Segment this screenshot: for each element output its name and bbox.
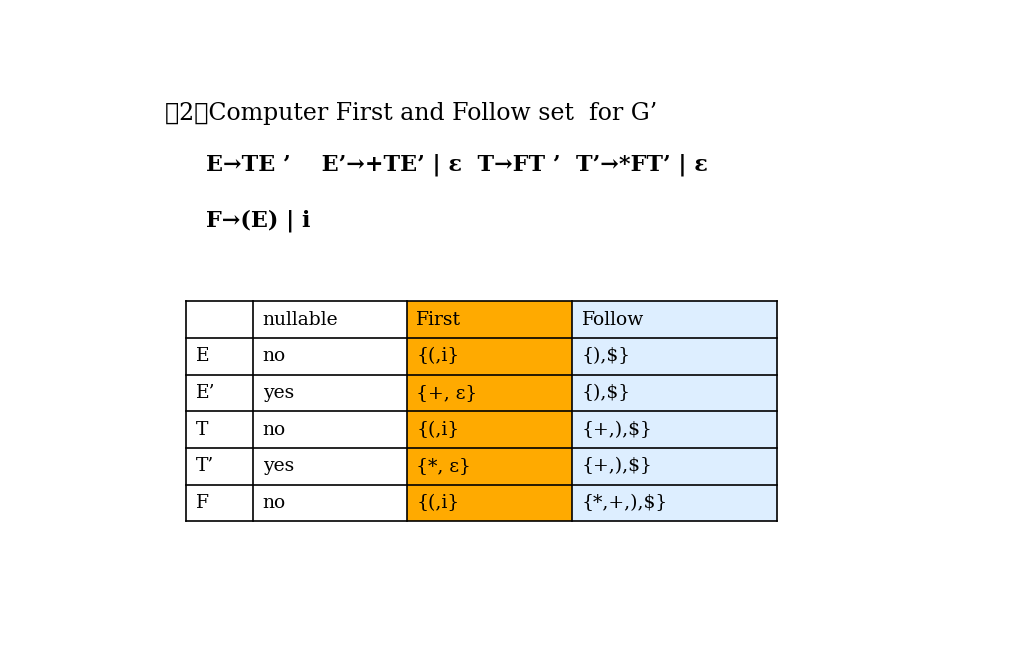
Bar <box>253 338 407 375</box>
Text: {*,+,),$}: {*,+,),$} <box>582 494 668 512</box>
Bar <box>407 485 573 522</box>
Bar <box>407 448 573 485</box>
Text: {),$}: {),$} <box>582 384 631 402</box>
Bar <box>407 375 573 411</box>
Text: T’: T’ <box>195 457 214 475</box>
Text: {+,),$}: {+,),$} <box>582 457 653 475</box>
Text: T: T <box>195 420 208 439</box>
Text: First: First <box>416 310 462 328</box>
Text: no: no <box>262 494 286 512</box>
Bar <box>186 411 253 448</box>
Text: no: no <box>262 420 286 439</box>
Bar <box>253 411 407 448</box>
Bar <box>253 301 407 338</box>
Bar <box>186 375 253 411</box>
Text: {(,i}: {(,i} <box>416 494 460 512</box>
Bar <box>407 301 573 338</box>
Text: {+, ε}: {+, ε} <box>416 384 478 402</box>
Bar <box>573 375 777 411</box>
Bar <box>186 485 253 522</box>
Text: {),$}: {),$} <box>582 348 631 365</box>
Text: E→TE ’    E’→+TE’ | ε  T→FT ’  T’→*FT’ | ε: E→TE ’ E’→+TE’ | ε T→FT ’ T’→*FT’ | ε <box>205 154 708 176</box>
Bar <box>186 448 253 485</box>
Bar <box>573 485 777 522</box>
Bar <box>573 301 777 338</box>
Text: no: no <box>262 348 286 365</box>
Bar <box>253 375 407 411</box>
Text: E’: E’ <box>195 384 216 402</box>
Bar <box>407 411 573 448</box>
Bar <box>573 448 777 485</box>
Text: {+,),$}: {+,),$} <box>582 420 653 439</box>
Bar <box>407 338 573 375</box>
Text: Follow: Follow <box>582 310 644 328</box>
Text: {(,i}: {(,i} <box>416 348 460 365</box>
Bar <box>573 338 777 375</box>
Bar <box>573 411 777 448</box>
Text: （2）Computer First and Follow set  for G’: （2）Computer First and Follow set for G’ <box>165 103 657 125</box>
Bar <box>186 301 253 338</box>
Text: yes: yes <box>262 457 294 475</box>
Text: {(,i}: {(,i} <box>416 420 460 439</box>
Text: {*, ε}: {*, ε} <box>416 457 471 475</box>
Text: F→(E) | i: F→(E) | i <box>205 209 310 232</box>
Text: F: F <box>195 494 208 512</box>
Bar <box>186 338 253 375</box>
Text: E: E <box>195 348 210 365</box>
Text: yes: yes <box>262 384 294 402</box>
Bar <box>253 485 407 522</box>
Text: nullable: nullable <box>262 310 339 328</box>
Bar <box>253 448 407 485</box>
